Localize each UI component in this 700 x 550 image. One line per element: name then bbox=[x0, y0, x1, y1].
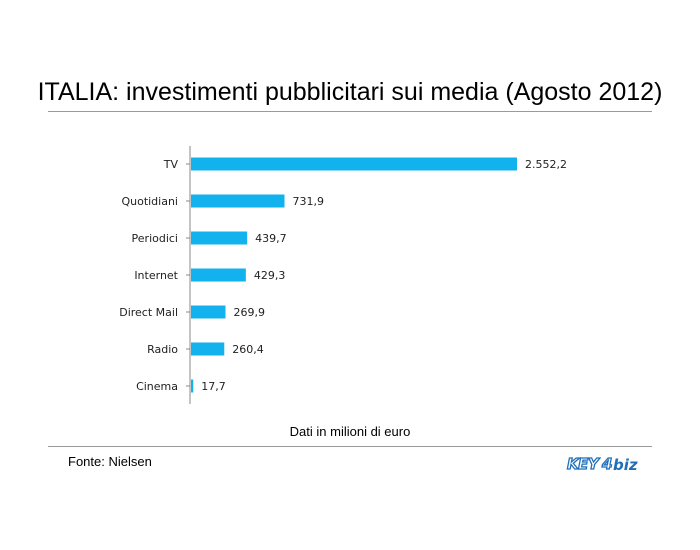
title-divider bbox=[48, 111, 652, 112]
value-label: 17,7 bbox=[201, 380, 226, 393]
value-label: 269,9 bbox=[233, 306, 264, 319]
bar-cinema bbox=[191, 379, 194, 393]
category-label: TV bbox=[163, 158, 179, 171]
svg-text:KEY: KEY bbox=[567, 455, 601, 473]
bar-direct-mail bbox=[191, 305, 226, 319]
category-label: Periodici bbox=[132, 232, 178, 245]
page-title: ITALIA: investimenti pubblicitari sui me… bbox=[37, 78, 663, 106]
bar-tv bbox=[191, 157, 517, 171]
category-label: Cinema bbox=[136, 380, 178, 393]
key4biz-logo: KEY 4 biz bbox=[566, 454, 638, 474]
value-label: 731,9 bbox=[292, 195, 324, 208]
category-label: Internet bbox=[134, 269, 178, 282]
value-label: 439,7 bbox=[255, 232, 287, 245]
units-note: Dati in milioni di euro bbox=[289, 424, 411, 439]
bar-quotidiani bbox=[191, 194, 285, 208]
footer-divider bbox=[48, 446, 652, 447]
bar-periodici bbox=[191, 231, 248, 245]
bar-internet bbox=[191, 268, 246, 282]
category-label: Direct Mail bbox=[119, 306, 178, 319]
svg-text:4: 4 bbox=[601, 455, 612, 473]
category-label: Radio bbox=[147, 343, 178, 356]
value-label: 429,3 bbox=[254, 269, 286, 282]
svg-text:biz: biz bbox=[613, 456, 638, 474]
bar-radio bbox=[191, 342, 225, 356]
category-label: Quotidiani bbox=[121, 195, 178, 208]
source-note: Fonte: Nielsen bbox=[68, 454, 152, 469]
value-label: 260,4 bbox=[232, 343, 264, 356]
value-label: 2.552,2 bbox=[525, 158, 567, 171]
